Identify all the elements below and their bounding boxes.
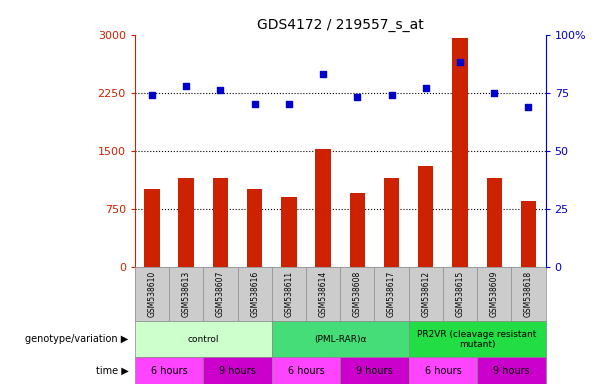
Text: control: control xyxy=(188,335,219,344)
Text: 9 hours: 9 hours xyxy=(356,366,393,376)
Text: GSM538616: GSM538616 xyxy=(250,271,259,317)
Bar xyxy=(316,149,331,266)
Text: GSM538614: GSM538614 xyxy=(319,271,327,317)
Text: (PML-RAR)α: (PML-RAR)α xyxy=(314,335,367,344)
Bar xyxy=(349,193,365,266)
Point xyxy=(216,87,226,93)
Point xyxy=(421,85,431,91)
Text: GSM538617: GSM538617 xyxy=(387,271,396,317)
Bar xyxy=(144,189,159,266)
Bar xyxy=(281,197,297,266)
Bar xyxy=(213,178,228,266)
Bar xyxy=(452,38,468,266)
Bar xyxy=(477,358,546,384)
Text: GSM538608: GSM538608 xyxy=(353,271,362,317)
Point xyxy=(181,83,191,89)
Bar xyxy=(204,358,272,384)
Text: GSM538613: GSM538613 xyxy=(181,271,191,317)
Text: GSM538609: GSM538609 xyxy=(490,271,499,317)
Bar xyxy=(384,178,399,266)
Bar xyxy=(487,178,502,266)
Text: 9 hours: 9 hours xyxy=(493,366,530,376)
Text: 6 hours: 6 hours xyxy=(151,366,188,376)
Bar xyxy=(340,358,409,384)
Text: GSM538607: GSM538607 xyxy=(216,271,225,317)
Point xyxy=(524,103,533,109)
Bar xyxy=(521,201,536,266)
Bar xyxy=(409,321,546,358)
Text: 6 hours: 6 hours xyxy=(287,366,324,376)
Bar xyxy=(247,189,262,266)
Text: GSM538611: GSM538611 xyxy=(284,271,294,317)
Text: PR2VR (cleavage resistant
mutant): PR2VR (cleavage resistant mutant) xyxy=(417,329,537,349)
Point xyxy=(318,71,328,77)
Point xyxy=(387,92,397,98)
Bar xyxy=(418,166,433,266)
Point xyxy=(249,101,259,107)
Text: GSM538618: GSM538618 xyxy=(524,271,533,317)
Text: 9 hours: 9 hours xyxy=(219,366,256,376)
Text: 6 hours: 6 hours xyxy=(425,366,461,376)
Point xyxy=(489,89,499,96)
Bar xyxy=(409,358,477,384)
Bar xyxy=(272,321,409,358)
Point xyxy=(352,94,362,100)
Text: genotype/variation ▶: genotype/variation ▶ xyxy=(26,334,129,344)
Bar xyxy=(272,358,340,384)
Point xyxy=(147,92,157,98)
Title: GDS4172 / 219557_s_at: GDS4172 / 219557_s_at xyxy=(257,18,424,32)
Point xyxy=(455,60,465,66)
Text: time ▶: time ▶ xyxy=(96,366,129,376)
Bar xyxy=(178,178,194,266)
Text: GSM538615: GSM538615 xyxy=(455,271,465,317)
Text: GSM538612: GSM538612 xyxy=(421,271,430,317)
Point xyxy=(284,101,294,107)
Text: GSM538610: GSM538610 xyxy=(148,271,156,317)
Bar xyxy=(135,321,272,358)
Bar xyxy=(135,358,204,384)
